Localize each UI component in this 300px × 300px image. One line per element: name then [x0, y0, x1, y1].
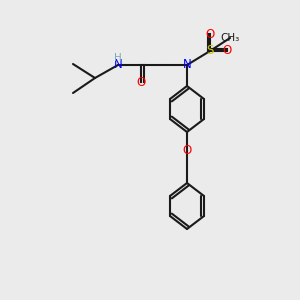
Text: O: O [222, 44, 232, 58]
Text: O: O [206, 28, 214, 40]
Text: CH₃: CH₃ [220, 33, 240, 43]
Text: O: O [136, 76, 146, 88]
Text: S: S [206, 44, 214, 58]
Text: O: O [182, 145, 192, 158]
Text: N: N [114, 58, 122, 71]
Text: N: N [183, 58, 191, 71]
Text: H: H [114, 53, 122, 63]
